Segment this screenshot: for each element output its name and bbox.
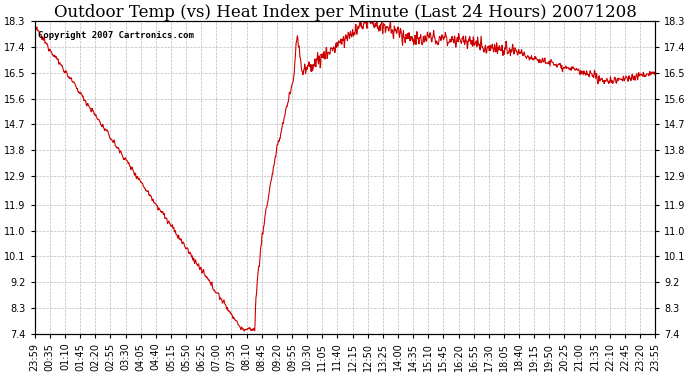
Text: Copyright 2007 Cartronics.com: Copyright 2007 Cartronics.com bbox=[38, 31, 194, 40]
Title: Outdoor Temp (vs) Heat Index per Minute (Last 24 Hours) 20071208: Outdoor Temp (vs) Heat Index per Minute … bbox=[54, 4, 636, 21]
